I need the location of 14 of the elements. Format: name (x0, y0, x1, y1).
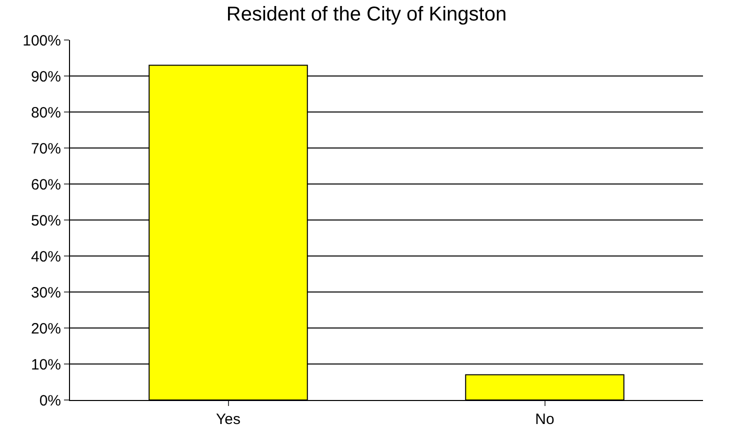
y-tick-label: 50% (30, 212, 61, 230)
y-tick-label: 80% (30, 104, 61, 122)
y-tick-label: 0% (39, 392, 61, 410)
x-tick-label: No (535, 411, 554, 428)
y-tick-label: 40% (30, 248, 61, 266)
y-tick-label: 100% (22, 32, 61, 50)
y-tick-label: 70% (30, 140, 61, 158)
y-tick-label: 10% (30, 356, 61, 374)
y-tick-label: 30% (30, 284, 61, 302)
chart-title: Resident of the City of Kingston (226, 4, 507, 26)
x-tick-label: Yes (216, 411, 240, 428)
y-tick-label: 20% (30, 320, 61, 338)
y-tick-label: 60% (30, 176, 61, 194)
y-tick-label: 90% (30, 68, 61, 86)
